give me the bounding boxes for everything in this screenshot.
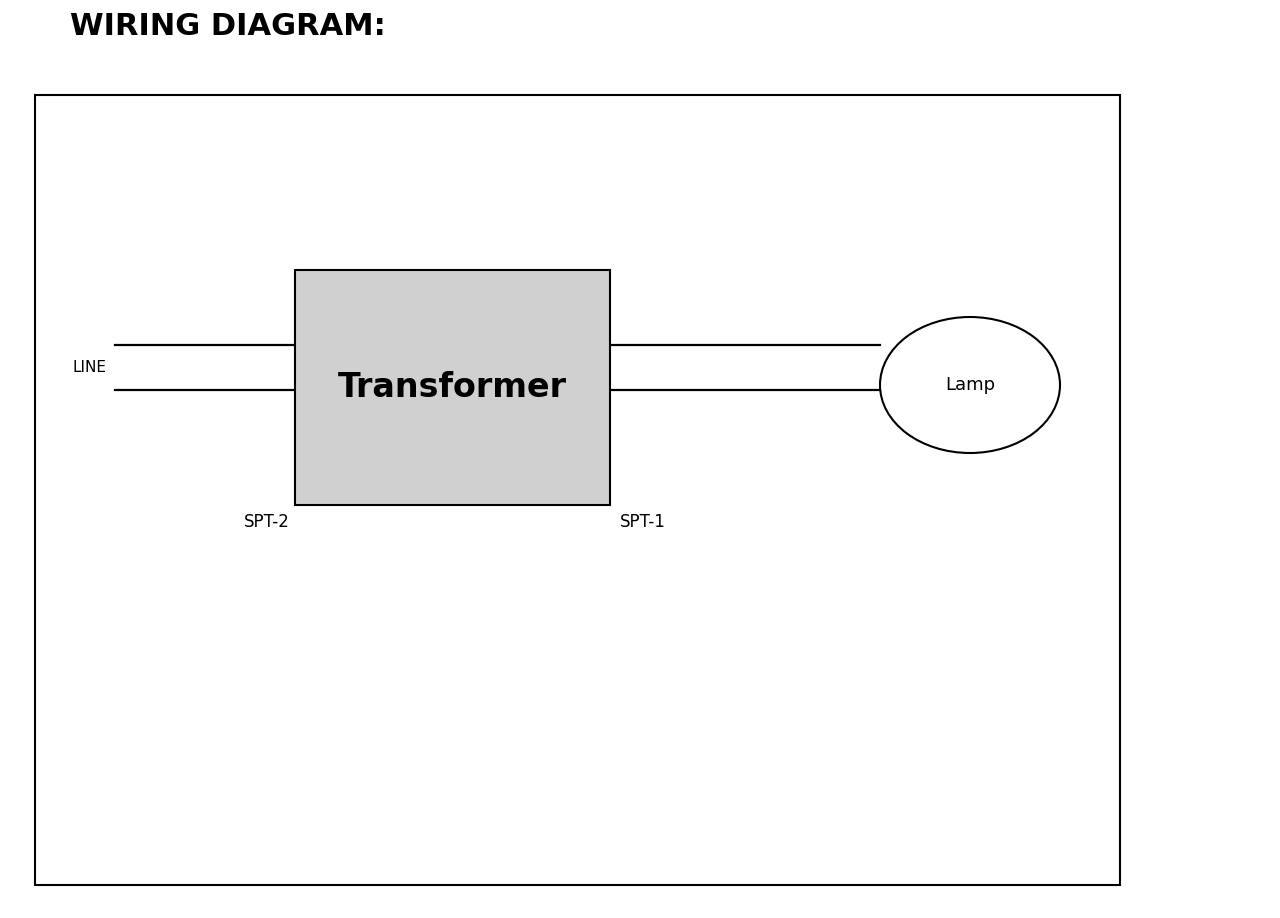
Bar [35,95,1120,885]
Text: SPT-1: SPT-1 [620,513,666,531]
Ellipse shape [881,317,1060,453]
Text: Transformer: Transformer [338,371,567,404]
Text: SPT-2: SPT-2 [244,513,291,531]
Text: WIRING DIAGRAM:: WIRING DIAGRAM: [70,12,385,41]
Text: LINE: LINE [72,360,106,375]
Text: Lamp: Lamp [945,376,995,394]
Bar [294,270,611,505]
